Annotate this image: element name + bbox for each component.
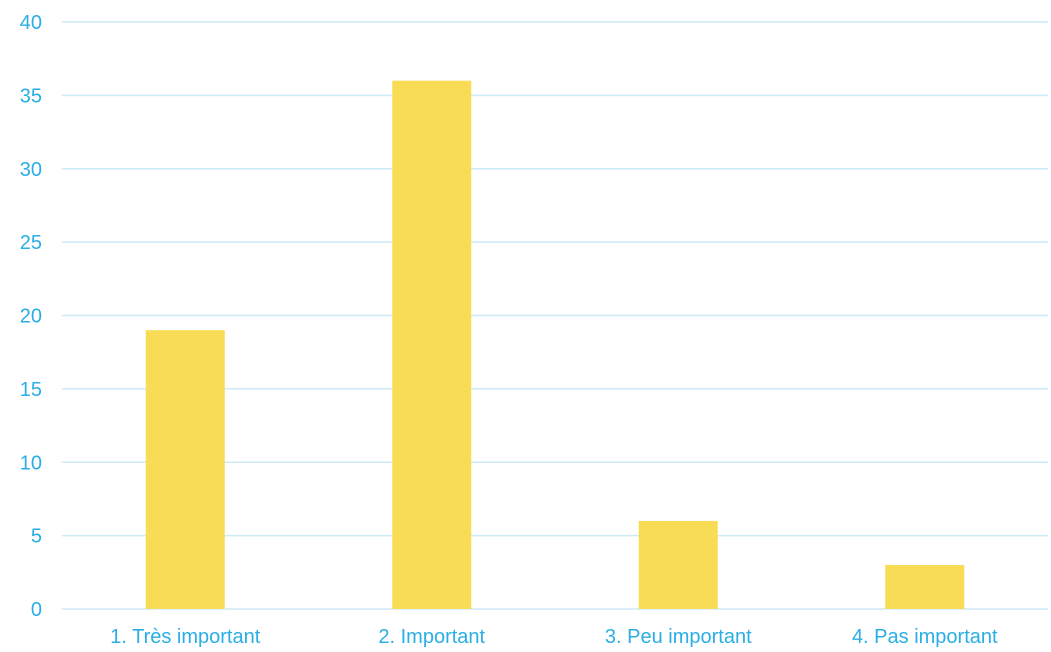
bar-2 (392, 80, 472, 609)
bar-4 (885, 564, 965, 609)
y-tick-label: 5 (31, 526, 42, 548)
y-tick-label: 10 (20, 452, 42, 474)
x-category-label: 1. Très important (110, 626, 261, 648)
x-axis-labels: 1. Très important 2. Important 3. Peu impo… (110, 626, 998, 648)
x-category-label: 4. Pas important (852, 626, 998, 648)
gridlines (62, 21, 1048, 610)
bar-3 (638, 520, 718, 609)
y-tick-label: 35 (20, 85, 42, 107)
y-axis-ticks: 0 5 10 15 20 25 30 35 40 (20, 12, 42, 621)
bar-1 (145, 330, 225, 609)
y-tick-label: 25 (20, 232, 42, 254)
y-tick-label: 30 (20, 159, 42, 181)
x-category-label: 3. Peu important (605, 626, 752, 648)
y-tick-label: 0 (31, 599, 42, 621)
y-tick-label: 40 (20, 12, 42, 34)
y-tick-label: 15 (20, 379, 42, 401)
bars (145, 80, 965, 609)
y-tick-label: 20 (20, 306, 42, 328)
x-category-label: 2. Important (378, 626, 485, 648)
